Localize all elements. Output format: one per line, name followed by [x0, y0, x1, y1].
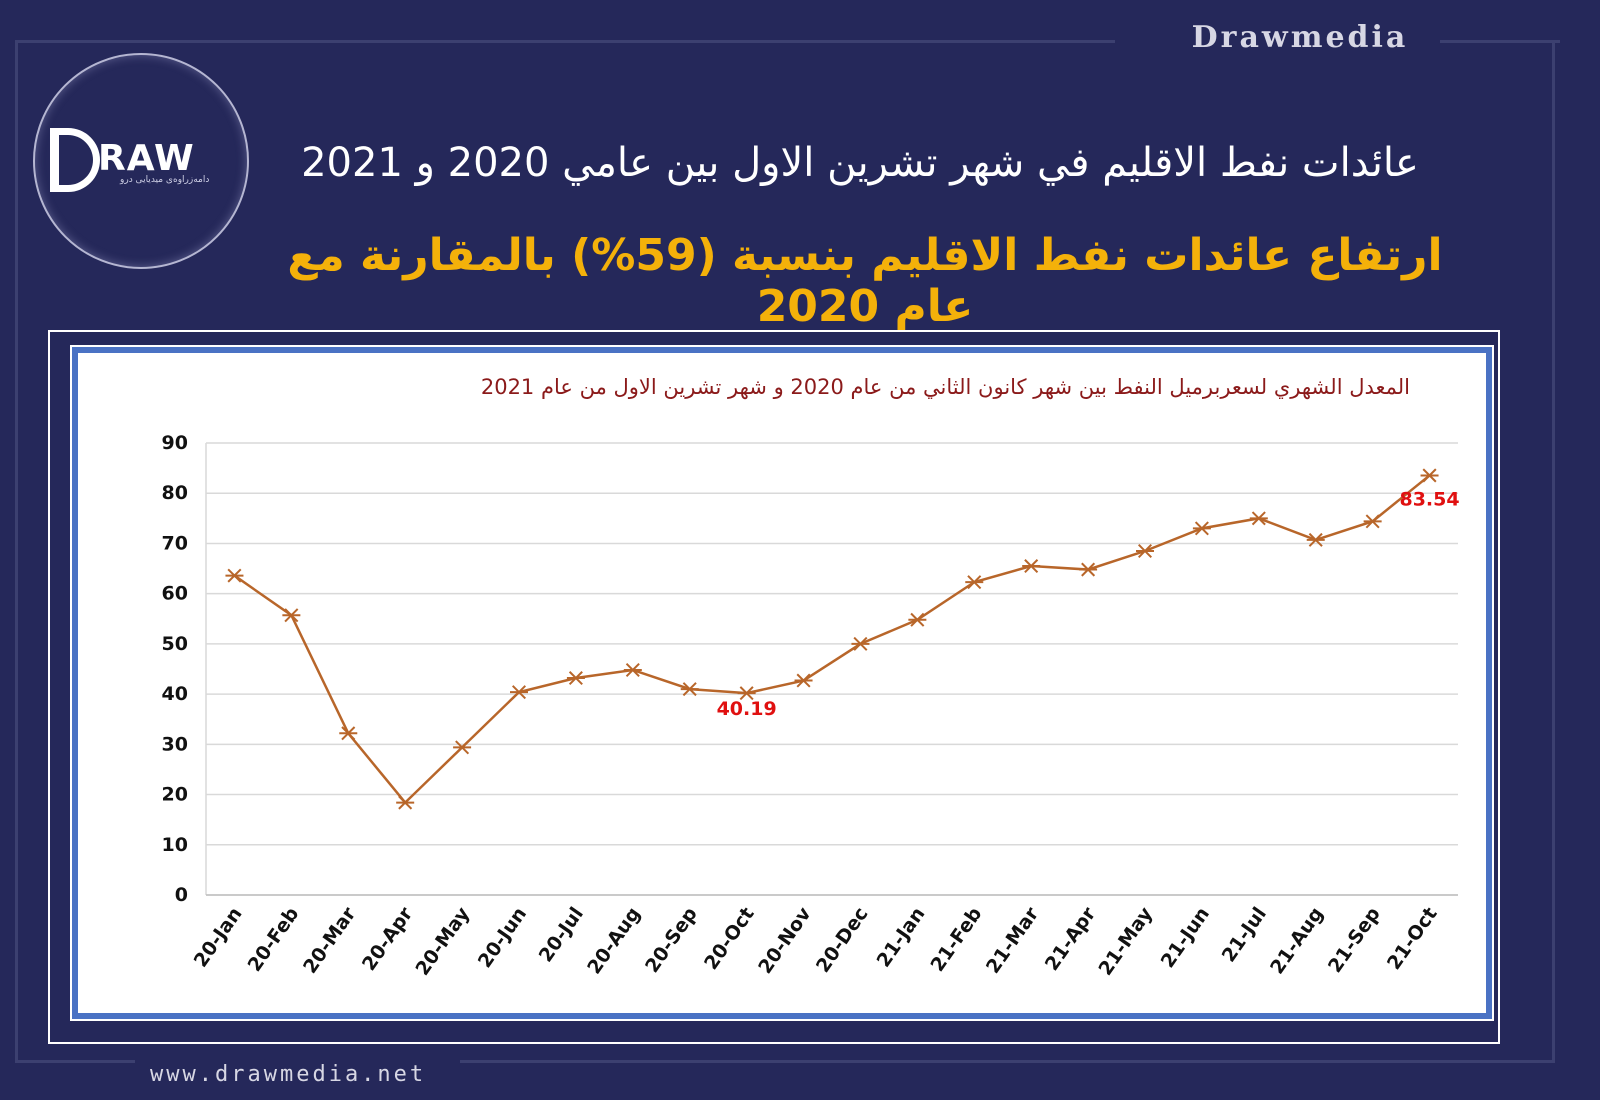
- data-point: [851, 636, 870, 651]
- data-point: [1136, 543, 1154, 558]
- marker-stroke: [1137, 543, 1153, 558]
- marker-stroke: [227, 568, 242, 583]
- data-point: [1079, 562, 1098, 577]
- data-point: [1306, 532, 1325, 547]
- y-tick-label: 80: [162, 482, 188, 504]
- marker-stroke: [739, 686, 754, 701]
- footer-url[interactable]: www.drawmedia.net: [150, 1062, 427, 1087]
- data-point: [1022, 559, 1041, 574]
- x-tick-label: 20-Sep: [641, 903, 702, 977]
- marker-stroke: [910, 612, 925, 627]
- x-tick-label: 21-Sep: [1324, 903, 1385, 977]
- y-tick-label: 10: [162, 834, 188, 856]
- marker-stroke: [455, 740, 470, 755]
- page-subtitle: ارتفاع عائدات نفط الاقليم بنسبة (59%) با…: [287, 230, 1443, 332]
- data-point: [1249, 511, 1268, 526]
- y-tick-label: 0: [175, 884, 188, 906]
- frame-right: [1552, 40, 1555, 1060]
- data-point: [965, 575, 984, 590]
- logo-ring: [33, 53, 249, 269]
- x-tick-label: 20-Dec: [812, 903, 873, 976]
- data-point: [908, 612, 927, 627]
- y-tick-label: 30: [162, 733, 188, 755]
- x-tick-label: 20-Apr: [358, 903, 418, 975]
- data-point: [1192, 521, 1211, 536]
- marker-stroke: [284, 608, 299, 623]
- chart-title: المعدل الشهري لسعربرميل النفط بين شهر كا…: [480, 375, 1410, 399]
- marker-stroke: [568, 671, 583, 686]
- chart-outer-frame: [48, 330, 1500, 1044]
- x-tick-label: 20-Aug: [583, 903, 645, 978]
- y-tick-label: 70: [162, 532, 188, 554]
- logo-d-mark: [50, 128, 100, 192]
- x-tick-label: 20-May: [412, 903, 475, 980]
- marker-stroke: [967, 575, 982, 590]
- frame-bottom-left: [15, 1060, 135, 1063]
- x-tick-label: 21-Jul: [1218, 903, 1271, 966]
- frame-top-right: [1440, 40, 1560, 43]
- marker-stroke: [1081, 562, 1096, 577]
- marker-stroke: [1251, 511, 1266, 526]
- data-point: [737, 686, 756, 701]
- x-tick-label: 20-Mar: [299, 903, 361, 978]
- series-line: [233, 474, 1431, 805]
- marker-stroke: [1308, 532, 1323, 547]
- data-label: 40.19: [717, 698, 777, 720]
- x-tick-label: 20-Nov: [754, 903, 816, 978]
- y-tick-label: 60: [162, 583, 188, 605]
- data-point: [680, 682, 699, 697]
- x-tick-label: 21-Feb: [926, 903, 986, 975]
- data-point: [1420, 468, 1439, 483]
- marker-stroke: [1422, 468, 1437, 483]
- data-point: [510, 685, 528, 700]
- marker-stroke: [682, 682, 697, 697]
- data-point: [339, 726, 358, 741]
- y-tick-label: 90: [162, 432, 188, 454]
- x-tick-label: 20-Jan: [190, 903, 247, 971]
- brand-name: Drawmedia: [1191, 20, 1409, 55]
- marker-stroke: [1365, 514, 1380, 529]
- marker-stroke: [1194, 521, 1209, 536]
- x-tick-label: 21-Jan: [873, 903, 930, 971]
- x-tick-label: 20-Jun: [474, 903, 531, 972]
- page-title: عائدات نفط الاقليم في شهر تشرين الاول بي…: [301, 140, 1419, 186]
- x-tick-label: 21-Apr: [1041, 903, 1101, 975]
- data-point: [282, 608, 301, 623]
- y-tick-label: 20: [162, 784, 188, 806]
- y-tick-label: 40: [162, 683, 188, 705]
- y-tick-label: 50: [162, 633, 188, 655]
- x-tick-label: 21-Aug: [1266, 903, 1328, 978]
- chart-card: [70, 345, 1494, 1021]
- logo-tagline: دامەزراوەی میدیایی درو: [120, 175, 210, 185]
- data-point: [396, 795, 415, 810]
- marker-stroke: [341, 726, 356, 741]
- data-point: [566, 671, 585, 686]
- data-label: 83.54: [1399, 488, 1459, 510]
- x-tick-label: 21-May: [1094, 903, 1157, 980]
- x-tick-label: 21-Mar: [982, 903, 1044, 978]
- data-point: [794, 673, 813, 688]
- x-tick-label: 20-Oct: [700, 903, 759, 974]
- marker-stroke: [511, 685, 527, 700]
- x-tick-label: 20-Feb: [244, 903, 304, 975]
- x-tick-label: 21-Oct: [1383, 903, 1442, 974]
- frame-top-left: [15, 40, 1115, 43]
- marker-stroke: [1024, 559, 1039, 574]
- marker-stroke: [853, 636, 868, 651]
- data-point: [453, 740, 472, 755]
- marker-stroke: [796, 673, 811, 688]
- marker-stroke: [398, 795, 413, 810]
- marker-stroke: [625, 662, 640, 678]
- data-point: [623, 662, 642, 678]
- data-point: [1363, 514, 1382, 529]
- x-tick-label: 21-Jun: [1157, 903, 1214, 972]
- data-point: [225, 568, 244, 583]
- logo-word: RAW: [98, 138, 195, 179]
- frame-left: [15, 40, 18, 1060]
- frame-bottom-right: [460, 1060, 1555, 1063]
- x-tick-label: 20-Jul: [535, 903, 588, 966]
